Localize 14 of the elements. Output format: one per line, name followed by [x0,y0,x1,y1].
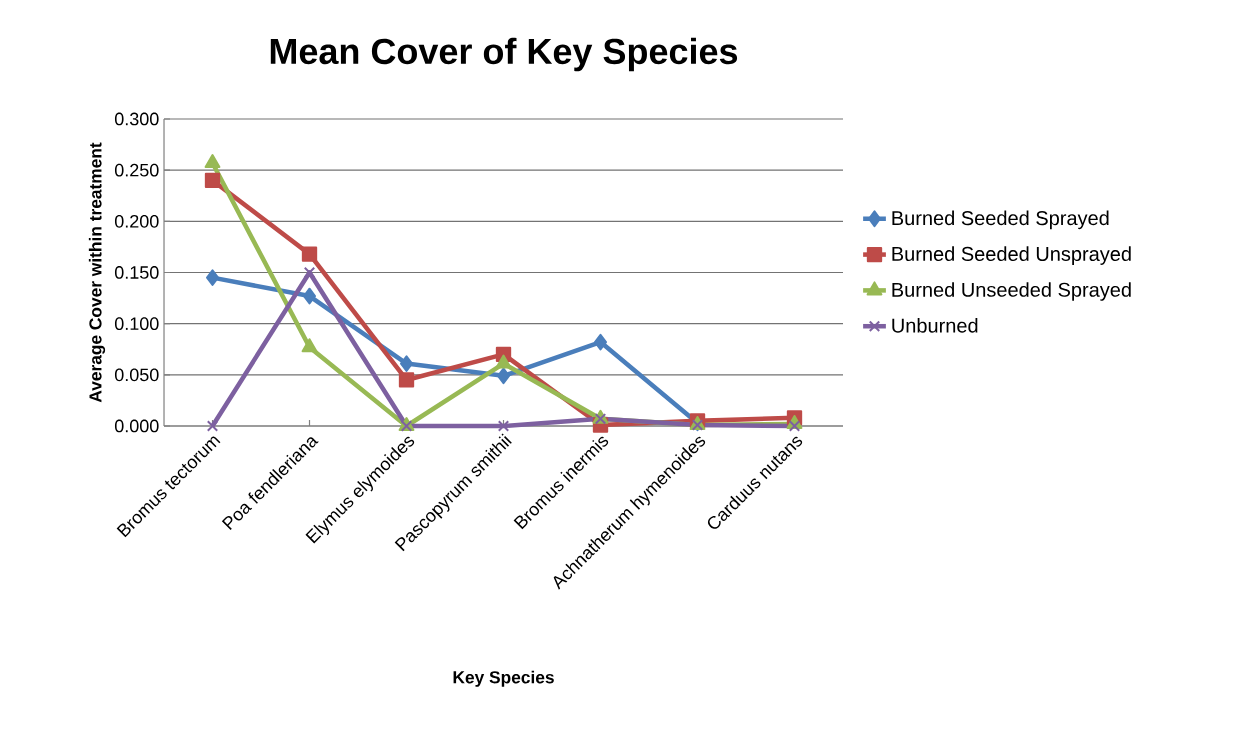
y-tick-label: 0.250 [114,163,159,177]
legend-label: Burned Seeded Sprayed [892,210,1109,230]
y-tick-label: 0.100 [114,317,159,331]
y-tick-label: 0.300 [114,112,159,126]
y-tick-label: 0.050 [114,368,159,382]
y-axis-title: Average Cover within treatment [88,142,106,403]
x-axis-title: Key Species [453,670,554,687]
legend-label: Burned Seeded Unsprayed [892,246,1131,265]
chart-title: Mean Cover of Key Species [270,37,738,72]
legend-label: Unburned [892,317,978,333]
y-tick-label: 0.000 [114,419,159,433]
y-tick-label: 0.200 [114,214,159,228]
legend-label: Burned Unseeded Sprayed [892,282,1131,301]
y-tick-label: 0.150 [114,266,159,279]
